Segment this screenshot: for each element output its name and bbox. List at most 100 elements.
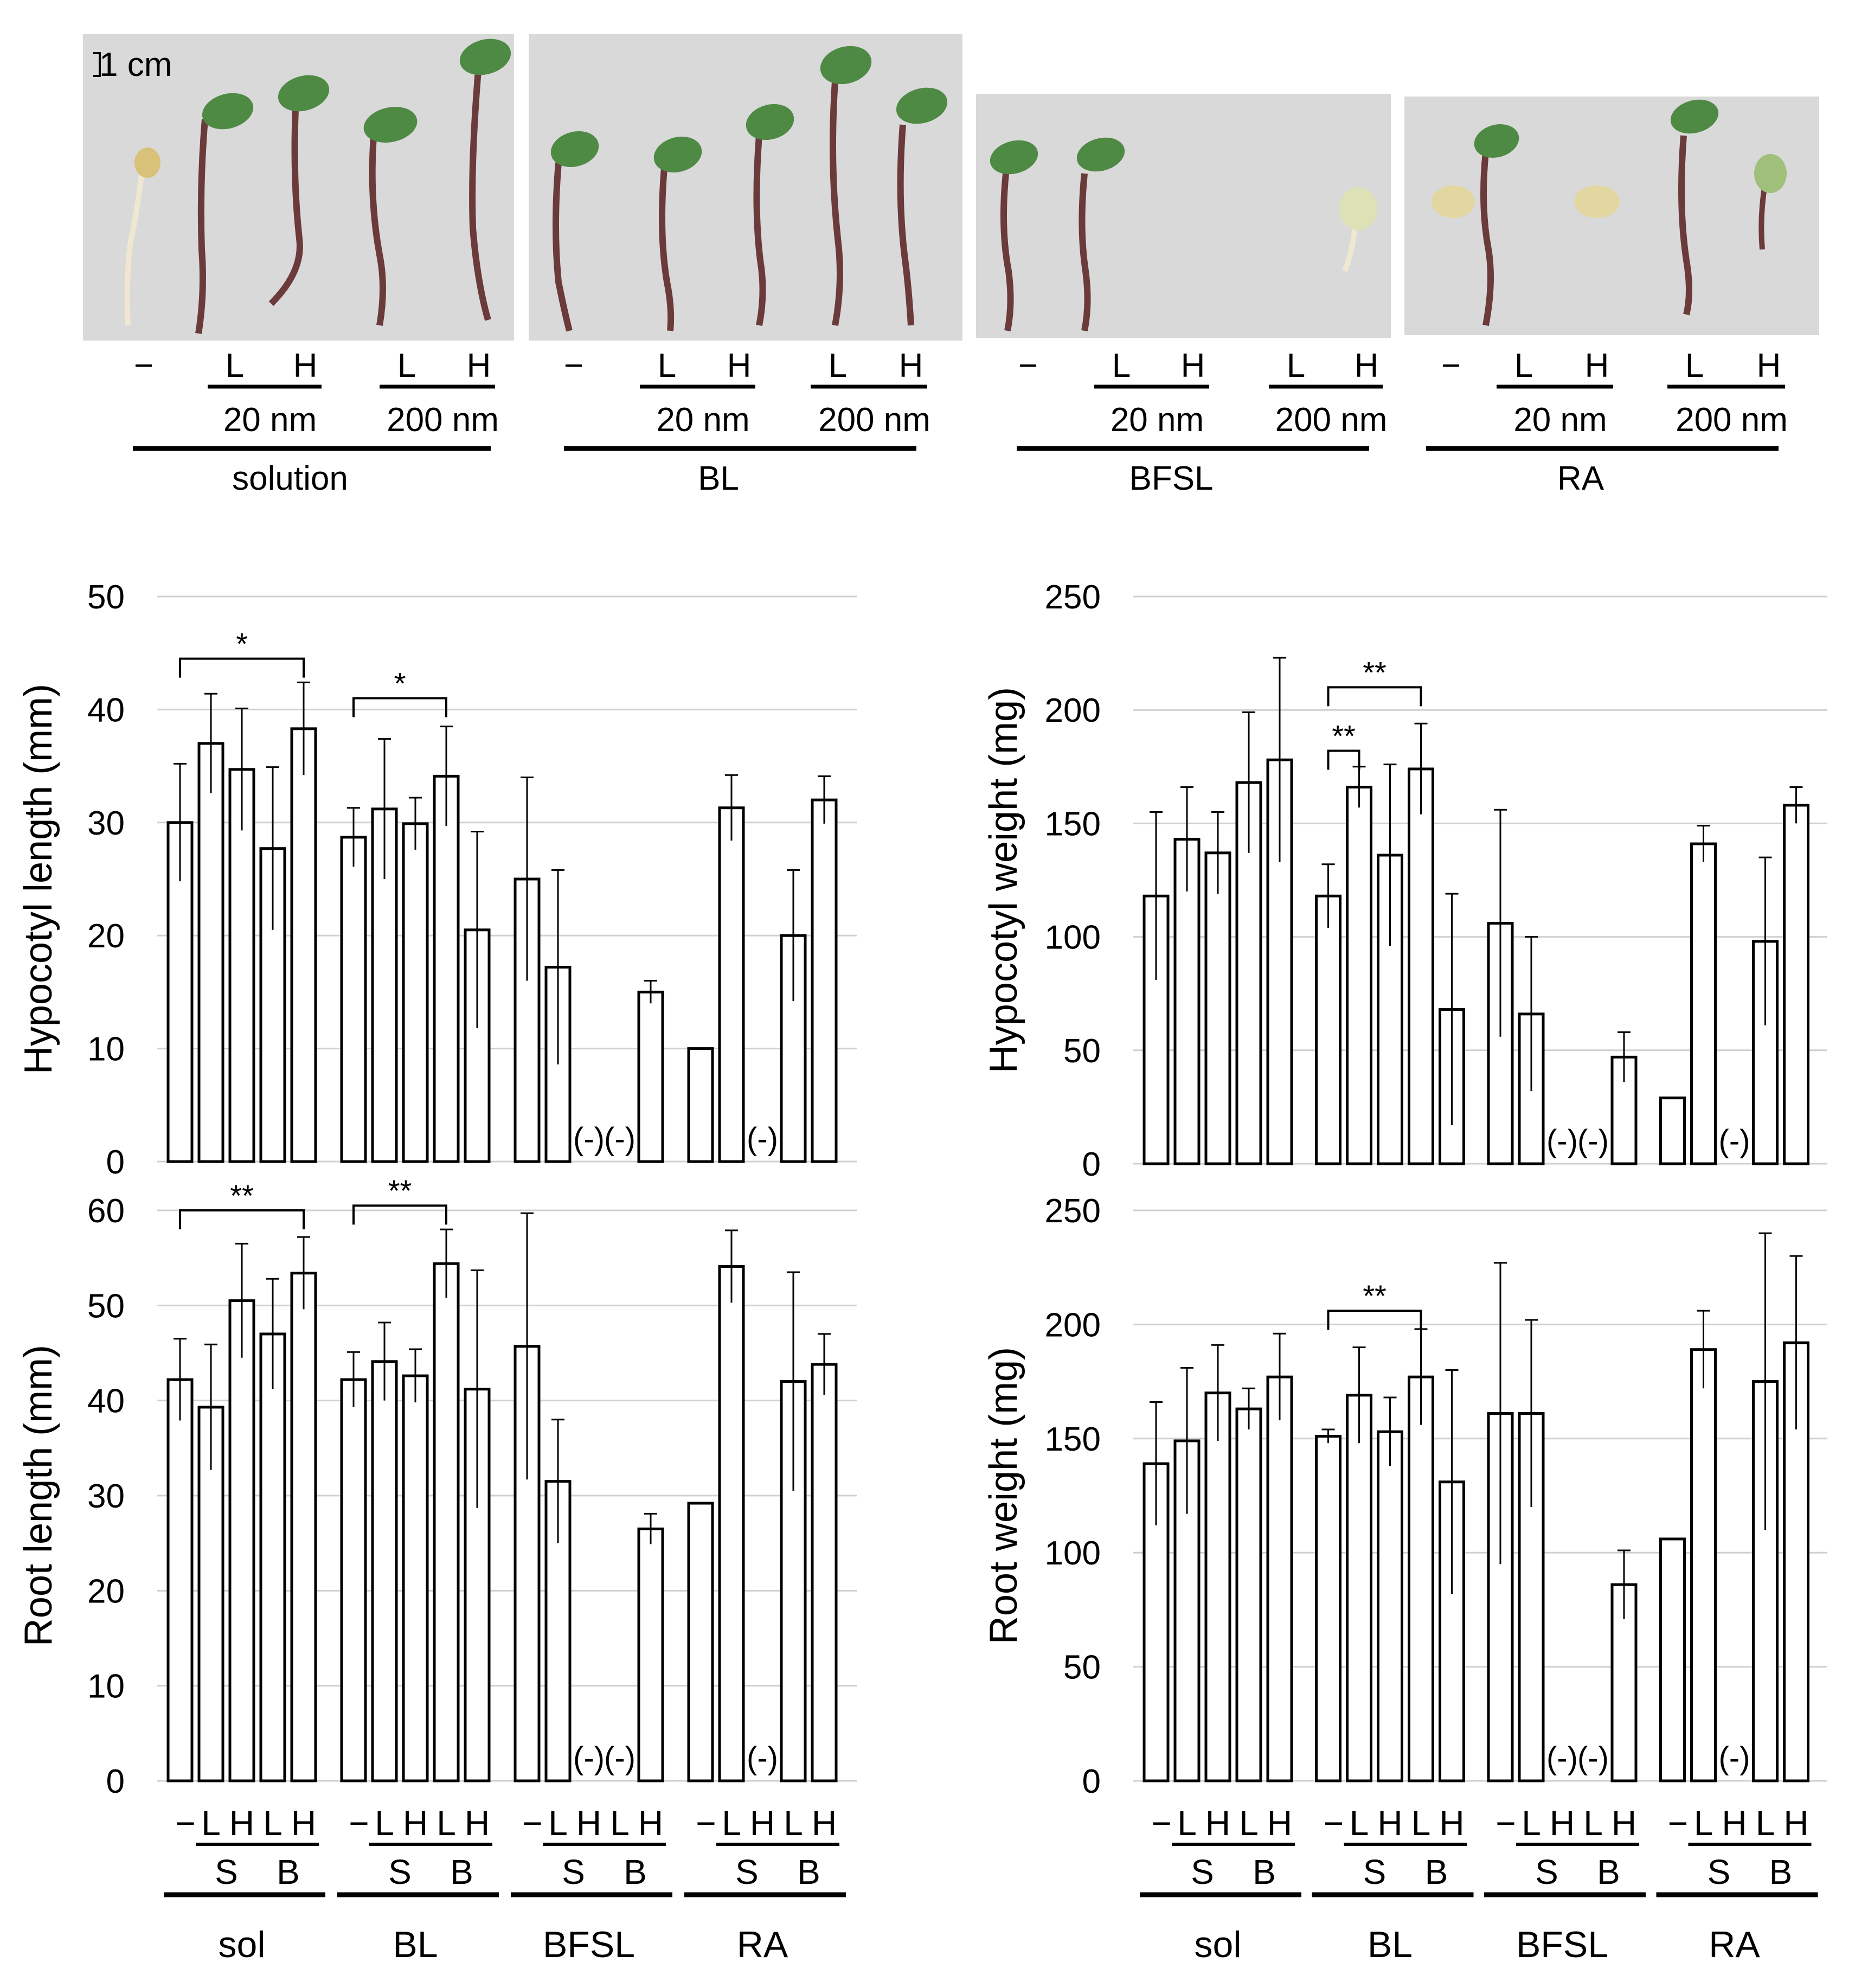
x-tick-L: L — [263, 1804, 283, 1843]
minus-label: − — [134, 347, 153, 384]
bar — [1204, 1391, 1231, 1782]
x-tick-H: H — [750, 1804, 775, 1843]
x-tick-H: H — [1550, 1804, 1575, 1843]
bar — [1659, 1537, 1686, 1782]
y-tick-label: 50 — [87, 1287, 125, 1325]
not-detected-label: (-) — [604, 1121, 636, 1157]
significance-label: * — [236, 627, 248, 661]
x-tick-H: H — [465, 1804, 490, 1843]
bar — [166, 1378, 194, 1782]
x-tick-H: H — [1205, 1804, 1230, 1843]
y-tick-label: 10 — [87, 1668, 125, 1705]
bar — [1315, 894, 1341, 1165]
bar — [1235, 1407, 1262, 1782]
y-tick-label: 0 — [1082, 1146, 1101, 1177]
x-tick-minus: − — [1668, 1804, 1688, 1843]
x-tick-H: H — [812, 1804, 837, 1843]
minus-label: − — [564, 347, 583, 384]
x-tick-H: H — [1612, 1804, 1636, 1843]
not-detected-label: (-) — [747, 1741, 778, 1776]
significance-bracket — [352, 1204, 447, 1225]
group-label: solution — [232, 460, 348, 497]
bar — [718, 806, 745, 1163]
y-axis-label: Hypocotyl weight (mg) — [982, 687, 1025, 1073]
dose-label-200: 200 nm — [818, 401, 930, 439]
bar — [544, 1480, 572, 1782]
x-tick-S: S — [562, 1852, 585, 1891]
bar — [433, 1262, 460, 1782]
significance-label: * — [394, 666, 406, 701]
y-tick-label: 30 — [87, 805, 125, 842]
not-detected-label: (-) — [1546, 1124, 1578, 1159]
x-tick-L: L — [1239, 1804, 1259, 1843]
x-tick-B: B — [1425, 1852, 1448, 1891]
bar — [1204, 851, 1231, 1165]
not-detected-label: (-) — [604, 1741, 636, 1776]
y-tick-label: 40 — [87, 1383, 125, 1420]
x-tick-S: S — [1535, 1852, 1558, 1891]
high-label: H — [899, 347, 923, 384]
group-label: BL — [698, 460, 739, 497]
x-tick-B: B — [797, 1852, 820, 1891]
x-tick-B: B — [624, 1852, 647, 1891]
photo-panel-solution: 1 cm — [83, 34, 514, 341]
y-axis-label: Hypocotyl length (mm) — [17, 684, 60, 1074]
x-tick-B: B — [450, 1852, 473, 1891]
y-axis-label: Root length (mm) — [17, 1345, 60, 1646]
bar — [1346, 1394, 1372, 1782]
x-tick-L: L — [1522, 1804, 1541, 1843]
y-axis-label: Root weight (mg) — [982, 1347, 1025, 1644]
y-tick-label: 250 — [1045, 1192, 1101, 1230]
bar — [402, 822, 429, 1163]
photo-panel-BL — [529, 34, 962, 341]
bar — [1659, 1096, 1686, 1165]
dose-label-20: 20 nm — [656, 401, 749, 439]
low-label: L — [829, 347, 847, 384]
bar — [1266, 1375, 1293, 1782]
bar — [228, 768, 255, 1163]
not-detected-label: (-) — [747, 1121, 778, 1157]
x-tick-L: L — [784, 1804, 803, 1843]
x-tick-L: L — [1177, 1804, 1197, 1843]
bar — [1408, 1375, 1434, 1782]
bar — [1266, 758, 1293, 1165]
y-tick-label: 40 — [87, 691, 125, 729]
not-detected-label: (-) — [573, 1741, 605, 1776]
high-label: H — [467, 347, 491, 384]
not-detected-label: (-) — [1577, 1124, 1609, 1159]
low-label: L — [1685, 347, 1704, 384]
bar — [290, 727, 317, 1163]
group-label: RA — [1557, 460, 1604, 497]
panel-hypocotyl-weight: 0 50 100 150 200 250 Hypocotyl weight (mg) (-)(… — [960, 548, 1855, 1177]
dose-label-200: 200 nm — [387, 401, 499, 439]
x-tick-minus: − — [1495, 1804, 1516, 1843]
high-label: H — [727, 347, 752, 384]
low-label: L — [226, 347, 244, 384]
high-label: H — [1181, 347, 1205, 384]
y-tick-label: 150 — [1045, 1421, 1101, 1458]
bar — [340, 1378, 367, 1782]
x-tick-L: L — [1583, 1804, 1603, 1843]
not-detected-label: (-) — [573, 1121, 605, 1157]
x-tick-minus: − — [1324, 1804, 1344, 1843]
x-tick-H: H — [1377, 1804, 1402, 1843]
x-tick-S: S — [215, 1852, 238, 1891]
high-label: H — [1757, 347, 1781, 384]
photo-background — [1404, 97, 1819, 335]
x-group-label: RA — [737, 1924, 788, 1965]
x-tick-L: L — [1694, 1804, 1713, 1843]
bar — [197, 742, 224, 1163]
x-group-label: BL — [1368, 1924, 1413, 1965]
x-tick-S: S — [735, 1852, 759, 1891]
significance-bracket — [1327, 1310, 1422, 1330]
photo-panel-BFSL — [976, 94, 1391, 338]
low-label: L — [397, 347, 416, 384]
significance-bracket — [352, 697, 447, 717]
x-tick-S: S — [1363, 1852, 1387, 1891]
low-label: L — [1287, 347, 1305, 384]
x-tick-H: H — [1267, 1804, 1292, 1843]
x-tick-H: H — [638, 1804, 663, 1843]
bar — [1346, 785, 1372, 1165]
